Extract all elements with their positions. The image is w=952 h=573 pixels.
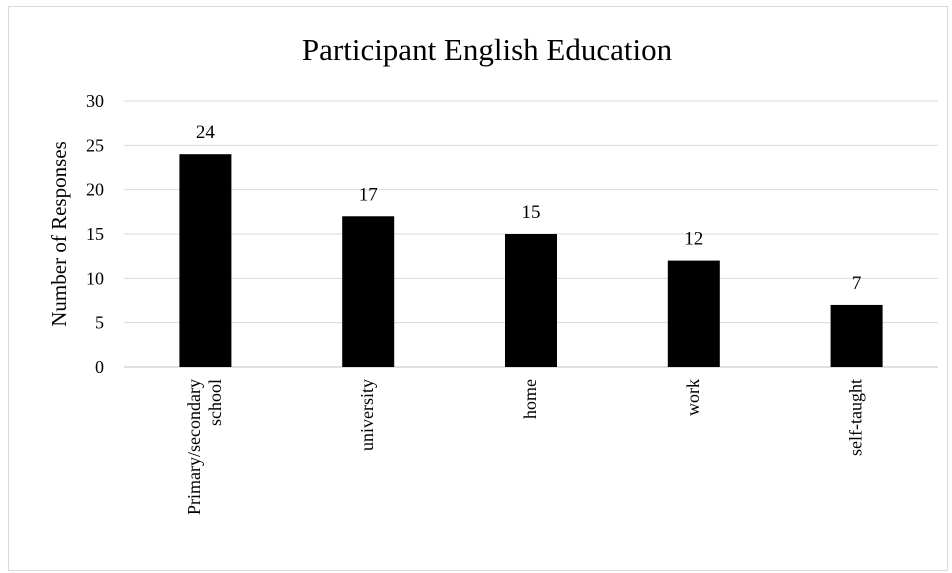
chart-frame [8,6,948,571]
y-axis-title: Number of Responses [47,141,71,326]
category-label: school [205,379,225,426]
bar [667,260,720,367]
category-label: self-taught [846,379,866,456]
bar [342,216,395,367]
category-label: work [683,379,703,416]
data-label: 7 [852,273,862,294]
data-label: 24 [196,122,216,143]
y-tick-label: 0 [95,357,104,377]
data-label: 12 [684,229,703,250]
y-tick-label: 10 [86,268,104,288]
bar [505,234,557,367]
y-tick-labels: 0 5 10 15 20 25 30 [86,91,104,377]
data-label: 17 [359,184,378,205]
chart-title: Participant English Education [302,32,673,67]
y-tick-label: 5 [95,313,104,333]
category-label: Primary/secondary [184,379,204,515]
y-tick-label: 20 [86,180,104,200]
bar [179,154,232,367]
category-labels: Primary/secondary school university home wor… [184,379,866,515]
y-tick-label: 15 [86,224,104,244]
category-label: university [357,379,377,451]
y-tick-label: 30 [86,91,104,111]
data-label: 15 [522,202,541,223]
gridlines [124,100,938,368]
category-label: home [520,379,540,419]
bar [830,304,883,367]
bars [179,154,883,367]
data-labels: 24 17 15 12 7 [196,122,861,294]
y-tick-label: 25 [86,135,104,155]
